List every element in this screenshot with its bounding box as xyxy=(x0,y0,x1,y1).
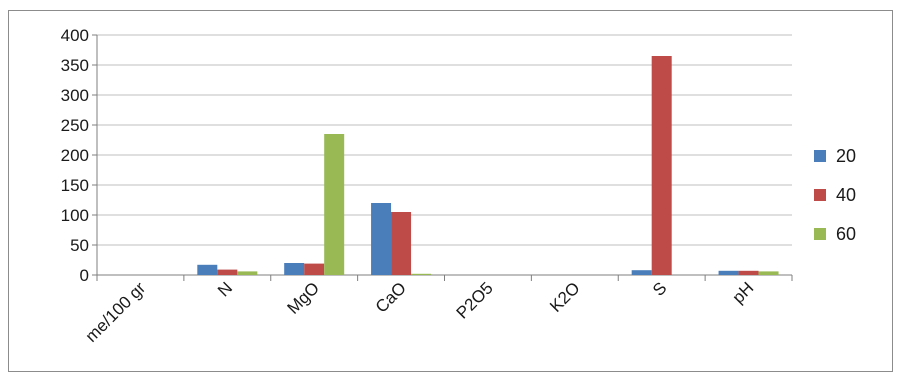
bar-40-2 xyxy=(304,263,325,275)
x-category-label: P2O5 xyxy=(453,278,497,322)
bar-40-6 xyxy=(651,56,672,275)
legend-label-20: 20 xyxy=(836,146,856,166)
y-tick-label: 100 xyxy=(61,206,89,225)
legend-swatch-60 xyxy=(814,228,826,240)
x-category-label: CaO xyxy=(372,278,410,316)
y-tick-label: 250 xyxy=(61,116,89,135)
legend-label-60: 60 xyxy=(836,224,856,244)
x-category-label: K2O xyxy=(546,278,583,315)
bar-60-1 xyxy=(237,271,258,275)
y-tick-label: 200 xyxy=(61,146,89,165)
x-category-label: MgO xyxy=(284,278,323,317)
bar-60-3 xyxy=(411,273,432,275)
y-tick-label: 0 xyxy=(80,266,89,285)
chart-frame xyxy=(8,10,893,372)
bar-40-1 xyxy=(217,269,238,275)
bar-20-1 xyxy=(197,264,218,275)
bar-60-2 xyxy=(324,134,345,275)
bar-20-3 xyxy=(371,203,392,275)
y-tick-label: 400 xyxy=(61,26,89,45)
y-tick-label: 50 xyxy=(70,236,89,255)
bar-40-7 xyxy=(738,270,759,275)
legend-label-40: 40 xyxy=(836,185,856,205)
x-category-label: pH xyxy=(729,278,758,307)
bar-60-7 xyxy=(758,271,779,275)
x-category-label: me/100 gr xyxy=(82,278,150,346)
bar-40-3 xyxy=(391,212,412,275)
x-category-label: S xyxy=(649,278,670,299)
bar-20-6 xyxy=(631,270,652,275)
y-tick-label: 300 xyxy=(61,86,89,105)
y-tick-label: 150 xyxy=(61,176,89,195)
bar-20-2 xyxy=(284,263,305,275)
bar-20-7 xyxy=(718,270,739,275)
legend-swatch-20 xyxy=(814,150,826,162)
legend-swatch-40 xyxy=(814,189,826,201)
y-tick-label: 350 xyxy=(61,56,89,75)
x-category-label: N xyxy=(214,278,236,300)
